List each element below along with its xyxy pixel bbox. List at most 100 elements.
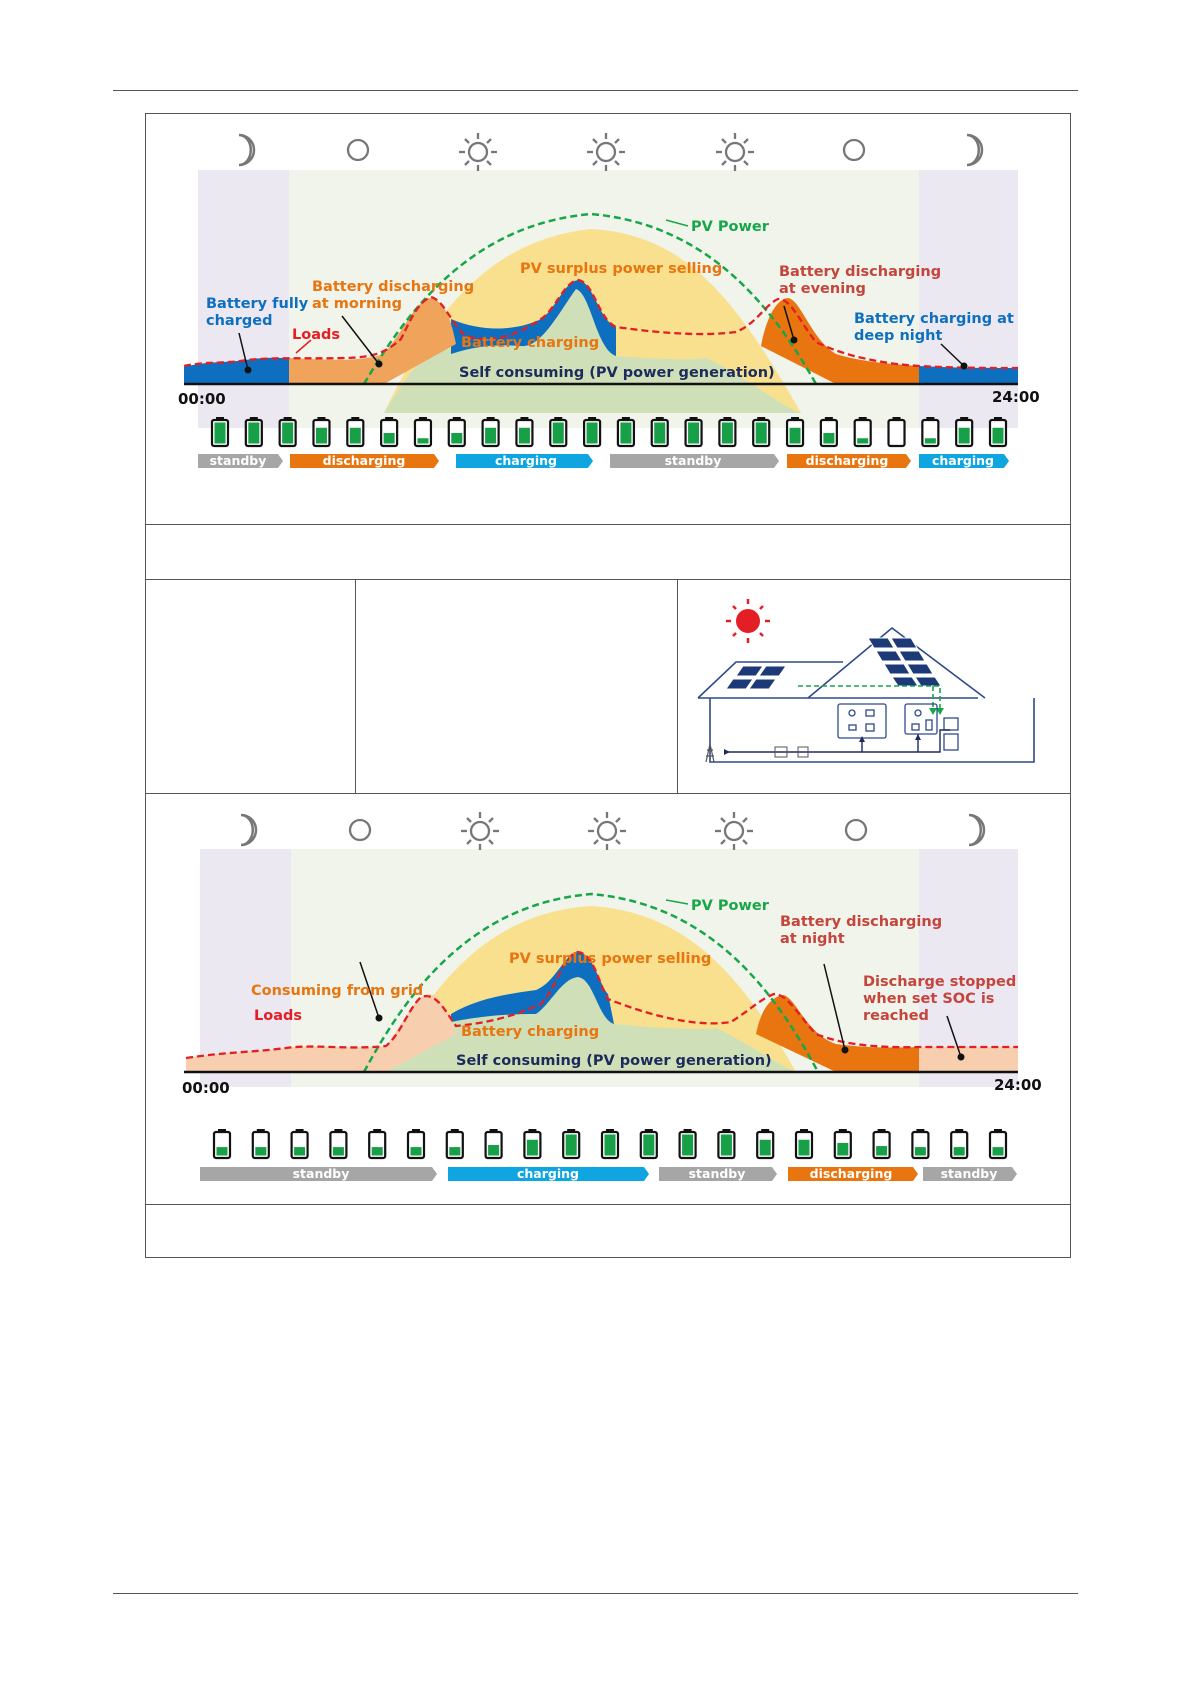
battery-icon bbox=[833, 1129, 852, 1160]
solar-panel-icon bbox=[725, 637, 942, 690]
battery-icon bbox=[312, 417, 331, 448]
sun-icon bbox=[726, 599, 770, 643]
battery-icon bbox=[290, 1129, 309, 1160]
pv-surplus-label: PV surplus power selling bbox=[520, 261, 722, 277]
status-bar-standby bbox=[610, 454, 779, 468]
discharge-stopped-label: Discharge stopped bbox=[863, 974, 1016, 990]
battery-icon bbox=[911, 1129, 930, 1160]
charging-night-label: Battery charging at bbox=[854, 311, 1014, 327]
sun-icon bbox=[459, 810, 501, 852]
status-bar-charging bbox=[456, 454, 593, 468]
battery-icon bbox=[380, 417, 399, 448]
pointer-dot bbox=[375, 360, 383, 368]
moon-icon bbox=[239, 813, 258, 847]
self-consuming-label: Self consuming (PV power generation) bbox=[459, 365, 775, 381]
pointer-line bbox=[665, 899, 689, 905]
battery-icon bbox=[329, 1129, 348, 1160]
status-bar-charging bbox=[448, 1167, 649, 1181]
mode-row-divider-1 bbox=[355, 579, 356, 794]
discharging-night-label: Battery discharging bbox=[780, 914, 942, 930]
status-bar-standby bbox=[659, 1167, 777, 1181]
status-bar-discharging bbox=[788, 1167, 918, 1181]
battery-icon bbox=[447, 417, 466, 448]
battery-soc-row bbox=[210, 417, 1008, 448]
loads-label: Loads bbox=[254, 1008, 302, 1024]
status-bar-label: discharging bbox=[323, 453, 406, 468]
sun-icon bbox=[586, 810, 628, 852]
battery-icon bbox=[718, 417, 737, 448]
charging-night-label: deep night bbox=[854, 328, 942, 344]
status-bar-standby bbox=[923, 1167, 1017, 1181]
battery-icon bbox=[251, 1129, 270, 1160]
battery-soc-row bbox=[212, 1129, 1008, 1160]
breaker-icon bbox=[797, 746, 809, 758]
battery-icon bbox=[756, 1129, 775, 1160]
discharging-evening-label: Battery discharging bbox=[779, 264, 941, 280]
circle-icon bbox=[842, 138, 866, 162]
battery-icon bbox=[955, 417, 974, 448]
discharge-stopped-label: reached bbox=[863, 1008, 929, 1024]
status-bar-label: standby bbox=[665, 453, 722, 468]
battery-icon bbox=[678, 1129, 697, 1160]
pointer-line bbox=[359, 961, 380, 1019]
bottom-caption-cell bbox=[145, 1204, 1071, 1258]
battery-icon bbox=[346, 417, 365, 448]
battery-icon bbox=[887, 417, 906, 448]
pointer-dot bbox=[841, 1046, 849, 1054]
charging-night-area bbox=[919, 366, 1018, 384]
battery-icon bbox=[921, 417, 940, 448]
pointer-dot bbox=[960, 362, 968, 370]
status-bar-row: standby charging standby discharging sta… bbox=[200, 1166, 1017, 1181]
pointer-line bbox=[940, 343, 965, 367]
discharging-evening-label: at evening bbox=[779, 281, 866, 297]
battery-icon bbox=[684, 417, 703, 448]
mode-row-divider-2 bbox=[677, 579, 678, 794]
status-bar-label: charging bbox=[495, 453, 557, 468]
flow-arrow bbox=[929, 708, 937, 715]
power-flow-line bbox=[724, 729, 950, 753]
pv-power-label: PV Power bbox=[691, 219, 770, 235]
loads-curve bbox=[185, 950, 1018, 1060]
discharge-stopped-label: when set SOC is bbox=[863, 991, 994, 1007]
battery-icon bbox=[650, 417, 669, 448]
battery-icon bbox=[445, 1129, 464, 1160]
moon-icon bbox=[967, 813, 986, 847]
flow-arrow bbox=[724, 749, 730, 755]
battery-icon bbox=[523, 1129, 542, 1160]
battery-icon bbox=[988, 1129, 1008, 1160]
pv-surplus-label: PV surplus power selling bbox=[509, 951, 711, 967]
pv-power-curve bbox=[362, 892, 820, 1073]
sun-icon bbox=[713, 810, 755, 852]
self-consuming-area bbox=[384, 289, 801, 413]
pointer-dot bbox=[244, 366, 252, 374]
battery-icon bbox=[950, 1129, 969, 1160]
status-bar-label: discharging bbox=[806, 453, 889, 468]
loads-label: Loads bbox=[292, 327, 340, 343]
loads-curve bbox=[183, 278, 1019, 370]
circle-icon bbox=[844, 818, 868, 842]
battery-icon bbox=[278, 417, 297, 448]
discharging-morning-area bbox=[289, 298, 456, 384]
night-background-left bbox=[200, 849, 291, 1087]
battery-icon bbox=[752, 417, 771, 448]
pv-flow-line bbox=[798, 685, 941, 712]
battery-icon bbox=[853, 417, 872, 448]
time-start-label: 00:00 bbox=[182, 1079, 230, 1097]
moon-icon bbox=[237, 133, 256, 167]
circle-icon bbox=[346, 138, 370, 162]
status-bar-label: standby bbox=[689, 1166, 746, 1181]
flow-arrow bbox=[859, 736, 865, 742]
battery-icon bbox=[794, 1129, 814, 1160]
battery-full-area bbox=[184, 357, 289, 384]
battery-icon bbox=[988, 417, 1008, 448]
time-end-label: 24:00 bbox=[992, 388, 1040, 406]
battery-icon bbox=[484, 1129, 503, 1160]
bottom-energy-diagram: PV Power PV surplus power selling Consum… bbox=[182, 810, 1042, 1181]
pointer-line bbox=[823, 963, 846, 1051]
meter-icon bbox=[774, 746, 788, 758]
battery-icon bbox=[872, 1129, 891, 1160]
battery-full-label: charged bbox=[206, 313, 272, 329]
status-bar-discharging bbox=[290, 454, 439, 468]
house-outline bbox=[697, 626, 1035, 763]
flow-arrow bbox=[915, 734, 921, 740]
